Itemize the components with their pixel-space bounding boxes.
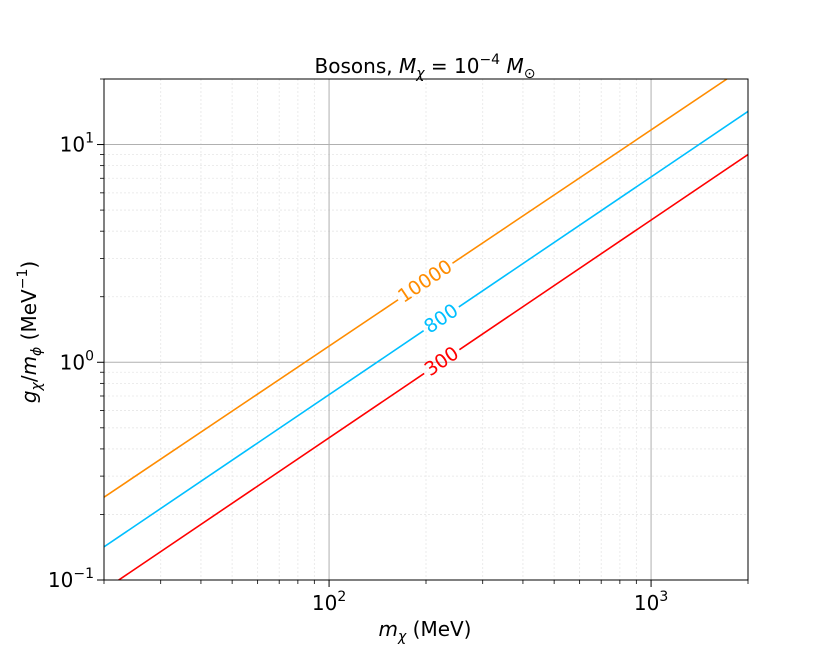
- x-tick-label: 103: [634, 589, 668, 615]
- series-line-10000: [104, 299, 399, 498]
- series-line-300: [458, 153, 748, 351]
- contour-label-300: 300: [421, 342, 463, 381]
- contour-label-10000: 10000: [394, 256, 456, 308]
- tick-labels: 102 103 10−1 100 101: [48, 131, 668, 615]
- series-layer: [104, 79, 748, 580]
- y-axis-label: gχ/mϕ (MeV−1): [15, 261, 45, 403]
- y-tick-label: 101: [60, 131, 94, 157]
- x-axis-label: mχ (MeV): [379, 617, 472, 645]
- series-line-10000: [452, 79, 728, 264]
- x-tick-label: 102: [312, 589, 346, 615]
- major-gridlines: [104, 79, 748, 580]
- series-line-800: [104, 330, 425, 548]
- chart-title: Bosons, Mχ = 10−4 M⊙: [315, 52, 536, 82]
- series-line-300: [117, 372, 425, 580]
- tick-marks: [97, 78, 749, 587]
- y-tick-label: 100: [60, 348, 94, 374]
- series-line-800: [458, 110, 748, 308]
- contour-label-800: 800: [420, 300, 462, 339]
- y-tick-label: 10−1: [48, 566, 94, 592]
